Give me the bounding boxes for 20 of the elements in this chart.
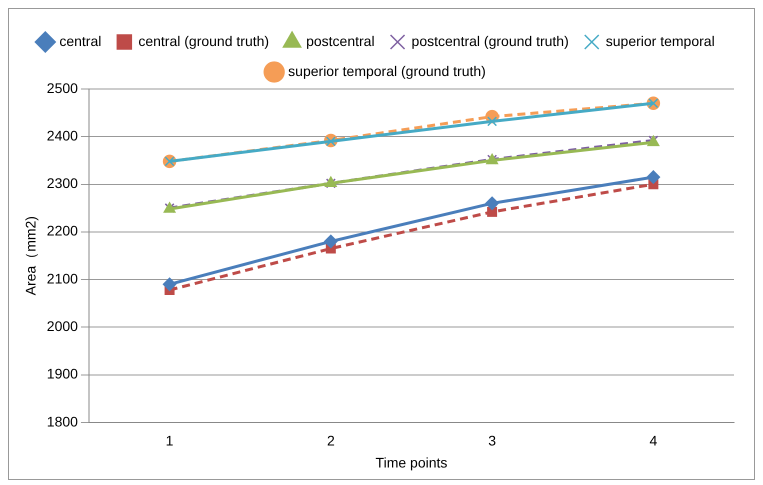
x-tick-label: 4 bbox=[649, 432, 658, 449]
y-tick-label: 2400 bbox=[46, 127, 78, 144]
y-tick-label: 2100 bbox=[46, 270, 78, 286]
y-axis-title: Area（mm2) bbox=[22, 216, 38, 296]
x-tick-label: 1 bbox=[166, 432, 174, 449]
y-tick-label: 2000 bbox=[46, 318, 78, 334]
legend-label: central bbox=[59, 32, 102, 49]
y-tick-label: 2500 bbox=[46, 80, 78, 96]
x-axis-title: Time points bbox=[376, 454, 448, 470]
y-tick-label: 1900 bbox=[46, 366, 78, 382]
y-tick-label: 1800 bbox=[46, 413, 78, 430]
legend-label: central (ground truth) bbox=[138, 32, 270, 49]
legend-label: superior temporal (ground truth) bbox=[288, 62, 486, 79]
legend-label: superior temporal bbox=[606, 32, 715, 49]
legend-label: postcentral bbox=[306, 32, 375, 49]
y-tick-label: 2300 bbox=[46, 175, 78, 192]
y-tick-label: 2200 bbox=[46, 222, 78, 239]
legend-label: postcentral (ground truth) bbox=[412, 32, 569, 49]
x-tick-label: 2 bbox=[326, 432, 335, 449]
x-tick-label: 3 bbox=[488, 432, 496, 449]
